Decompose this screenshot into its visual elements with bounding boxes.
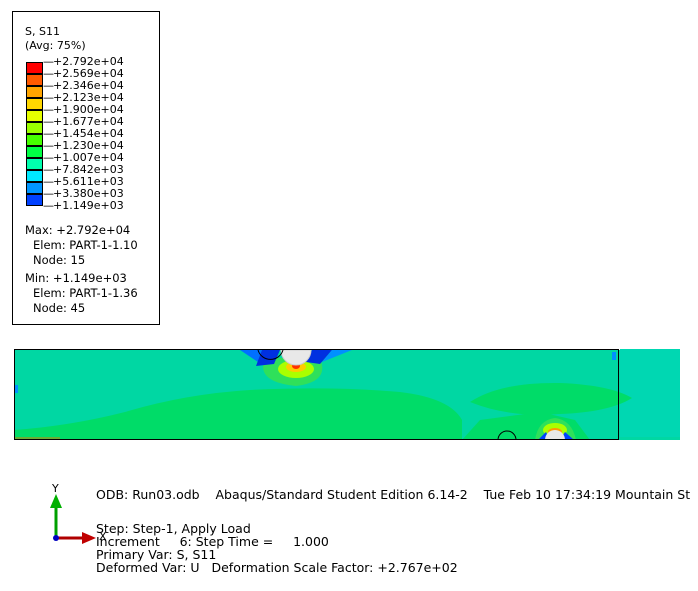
- edge-mark-left: [14, 385, 18, 393]
- legend-tick-label: +2.123e+04: [43, 92, 124, 104]
- legend-tick-label: +3.380e+03: [43, 188, 124, 200]
- legend-min-element: Elem: PART-1-1.36: [33, 286, 138, 300]
- triad-y-label: Y: [52, 482, 59, 495]
- odb-info-line: ODB: Run03.odb Abaqus/Standard Student E…: [96, 487, 691, 502]
- legend-tick-label: +2.346e+04: [43, 80, 124, 92]
- stress-pad-left-top: [240, 350, 262, 362]
- legend-min-node: Node: 45: [33, 301, 86, 315]
- top-roller-outline: [257, 349, 284, 360]
- triad-origin: [53, 535, 59, 541]
- legend-tick-label: +7.842e+03: [43, 164, 124, 176]
- legend-tick-label: +5.611e+03: [43, 176, 124, 188]
- undeformed-outline: [14, 349, 619, 440]
- deformed-variable-info: Deformed Var: U Deformation Scale Factor…: [96, 560, 458, 575]
- stress-pad-right-top-dark: [306, 350, 332, 364]
- triad-x-arrowhead: [82, 532, 96, 544]
- increment-info: Increment 6: Step Time = 1.000: [96, 534, 329, 549]
- contour-plot-viewport[interactable]: [0, 0, 698, 460]
- legend-max-element: Elem: PART-1-1.10: [33, 238, 138, 252]
- beam-right-overhang: [620, 349, 680, 437]
- contour-region-green: [14, 388, 462, 440]
- legend-tick-label: +1.454e+04: [43, 128, 124, 140]
- legend-tick-label: +2.569e+04: [43, 68, 124, 80]
- stress-pad-right-top: [322, 350, 352, 362]
- legend-min-value: Min: +1.149e+03: [25, 271, 127, 285]
- legend-tick-label: +1.900e+04: [43, 104, 124, 116]
- legend-max-node: Node: 15: [33, 253, 86, 267]
- edge-mark-right: [612, 352, 616, 360]
- step-info: Step: Step-1, Apply Load: [96, 521, 251, 536]
- legend-tick-label: +2.792e+04: [43, 56, 124, 68]
- contour-region-green-lens: [470, 382, 632, 415]
- legend-tick-label: +1.677e+04: [43, 116, 124, 128]
- legend-title: S, S11: [25, 25, 60, 38]
- contour-legend: S, S11 (Avg: 75%) +2.792e+04+2.569e+04+2…: [12, 11, 160, 325]
- legend-tick-label: +1.230e+04: [43, 140, 124, 152]
- top-loading-roller: [280, 349, 312, 366]
- stress-pad-left-top-dark: [256, 350, 280, 366]
- legend-tick-label: +1.007e+04: [43, 152, 124, 164]
- legend-averaging: (Avg: 75%): [25, 39, 86, 52]
- triad-x-label: X: [99, 530, 107, 543]
- legend-tick-label: +1.149e+03: [43, 200, 124, 212]
- legend-max-value: Max: +2.792e+04: [25, 223, 131, 237]
- coordinate-triad: [50, 494, 96, 544]
- triad-y-arrowhead: [50, 494, 62, 508]
- primary-variable-info: Primary Var: S, S11: [96, 547, 217, 562]
- bottom-support-roller: [545, 430, 565, 440]
- bottom-left-roller-outline: [497, 430, 517, 441]
